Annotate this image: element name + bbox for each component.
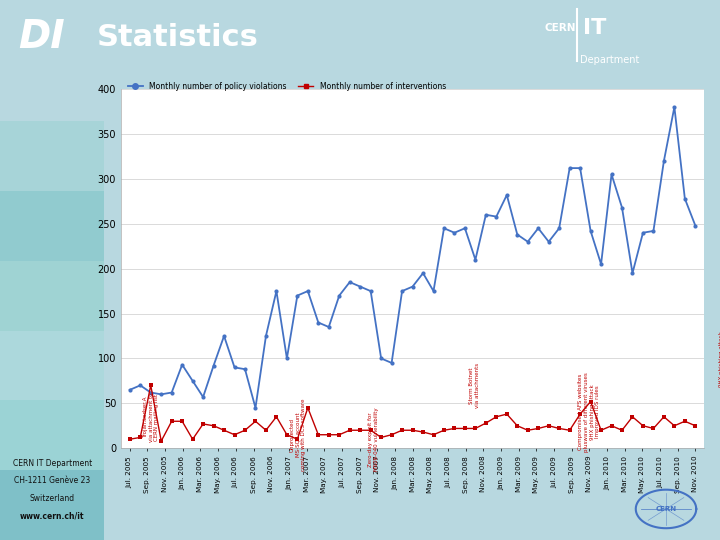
Bar [0,470,104,540]
Text: Trojan.Lodser.A
via attachment to
CERN mailing list: Trojan.Lodser.A via attachment to CERN m… [143,393,159,442]
Text: Zero-day exploit for
MS06-040 vulnerability: Zero-day exploit for MS06-040 vulnerabil… [369,408,379,471]
Text: CERN: CERN [544,23,576,33]
Text: Unprotected
MS-SQL account
coming with DCS software: Unprotected MS-SQL account coming with D… [289,399,306,471]
Text: Switzerland: Switzerland [30,494,75,503]
Text: IT: IT [583,18,606,38]
Text: Statistics: Statistics [97,23,259,52]
Text: CERN IT Department: CERN IT Department [12,458,92,468]
Bar [0,191,104,261]
Bar [0,261,104,330]
Bar [0,330,104,400]
Legend: Monthly number of policy violations, Monthly number of interventions: Monthly number of policy violations, Mon… [125,78,449,93]
Bar [0,121,104,191]
Text: CH-1211 Genève 23: CH-1211 Genève 23 [14,476,90,485]
Text: Storm Botnet
via attachments: Storm Botnet via attachments [469,363,480,408]
Text: Department: Department [580,55,639,65]
Text: CERN: CERN [655,506,677,512]
Text: Compromised AFS websites
pluswave of different viruses
9HX phishing attack
Impro: Compromised AFS websites pluswave of dif… [578,372,600,451]
Text: DI: DI [18,18,65,56]
Bar [0,400,104,470]
Text: www.cern.ch/it: www.cern.ch/it [20,511,84,521]
